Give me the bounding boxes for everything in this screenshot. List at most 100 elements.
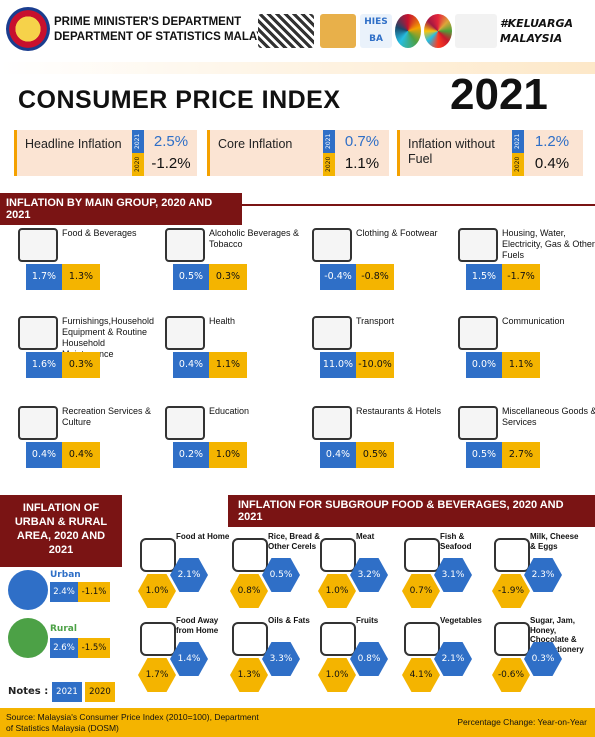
group-2020-value: 1.0% xyxy=(209,442,247,468)
group-2021-value: -0.4% xyxy=(320,264,356,290)
fuel-2021-value: 1.2% xyxy=(534,133,570,150)
group-label: Transport xyxy=(356,316,395,326)
group-2020-value: -1.7% xyxy=(502,264,540,290)
main-group-item: Education 0.2% 1.0% xyxy=(165,406,305,486)
main-group-item: Recreation Services & Culture 0.4% 0.4% xyxy=(18,406,158,486)
section-divider xyxy=(242,204,595,206)
popcorn-icon xyxy=(18,406,58,440)
social-media-icon xyxy=(455,14,497,48)
city-icon xyxy=(8,570,48,610)
subgroup-label: Food at Home xyxy=(176,532,230,541)
food-icon xyxy=(140,538,176,572)
food-icon xyxy=(140,622,176,656)
urban-row: Urban 2.4% -1.1% xyxy=(0,568,118,612)
main-group-section-title: INFLATION BY MAIN GROUP, 2020 AND 2021 xyxy=(0,193,242,225)
group-label: Housing, Water, Electricity, Gas & Other… xyxy=(502,228,595,260)
group-label: Communication xyxy=(502,316,565,326)
phone-icon xyxy=(458,316,498,350)
subgroup-2021-value: 1.4% xyxy=(170,642,208,676)
subgroup-label: Vegetables xyxy=(440,616,482,625)
group-2020-value: -0.8% xyxy=(356,264,394,290)
subgroup-label: Fruits xyxy=(356,616,379,625)
group-2021-value: 1.7% xyxy=(26,264,62,290)
headline-2021-value: 2.5% xyxy=(153,133,189,150)
book-icon xyxy=(165,406,205,440)
subgroup-2021-value: 3.2% xyxy=(350,558,388,592)
rural-2021-value: 2.6% xyxy=(50,638,78,658)
rural-row: Rural 2.6% -1.5% xyxy=(0,616,118,660)
food-icon xyxy=(232,622,268,656)
inflation-without-fuel-card: Inflation without Fuel 2021 2020 1.2% 0.… xyxy=(397,130,583,176)
group-2020-value: 1.3% xyxy=(62,264,100,290)
subgroup-2021-value: 3.3% xyxy=(262,642,300,676)
sdg-wheel-icon xyxy=(395,14,421,48)
house-icon xyxy=(458,228,498,262)
urban-2021-value: 2.4% xyxy=(50,582,78,602)
group-2020-value: 1.1% xyxy=(209,352,247,378)
headline-inflation-card: Headline Inflation 2021 2020 2.5% -1.2% xyxy=(14,130,197,176)
subgroup-2021-value: 0.5% xyxy=(262,558,300,592)
main-group-item: Transport 11.0% -10.0% xyxy=(312,316,452,396)
subgroup-2020-value: 1.0% xyxy=(318,658,356,692)
hies-logo: HIES BA xyxy=(360,14,392,48)
subgroup-2020-value: 1.0% xyxy=(138,574,176,608)
group-2021-value: 11.0% xyxy=(320,352,356,378)
core-inflation-label: Core Inflation xyxy=(218,137,293,151)
group-2021-value: 0.5% xyxy=(466,442,502,468)
main-group-item: Furnishings,Household Equipment & Routin… xyxy=(18,316,158,396)
percentage-change-note: Percentage Change: Year-on-Year xyxy=(457,717,587,727)
source-note: Source: Malaysia's Consumer Price Index … xyxy=(6,712,259,733)
area-section-title: INFLATION OF URBAN & RURAL AREA, 2020 AN… xyxy=(0,495,122,567)
subgroup-label: Meat xyxy=(356,532,375,541)
car-icon xyxy=(312,316,352,350)
subgroup-2020-value: -1.9% xyxy=(492,574,530,608)
sdg-icon xyxy=(424,14,452,48)
subgroup-2021-value: 0.8% xyxy=(350,642,388,676)
food-icon xyxy=(494,538,530,572)
food-icon xyxy=(320,538,356,572)
group-label: Health xyxy=(209,316,236,326)
group-label: Food & Beverages xyxy=(62,228,137,238)
group-2021-value: 1.5% xyxy=(466,264,502,290)
subgroup-label: Food Away from Home xyxy=(176,616,219,635)
group-2020-value: 0.5% xyxy=(356,442,394,468)
card-icon xyxy=(458,406,498,440)
subgroup-2020-value: 0.7% xyxy=(402,574,440,608)
food-icon xyxy=(404,538,440,572)
notes-label: Notes : xyxy=(8,686,49,697)
main-group-item: Health 0.4% 1.1% xyxy=(165,316,305,396)
legend-2020: 2020 xyxy=(85,682,115,702)
keluarga-malaysia-tag: #KELUARGA MALAYSIA xyxy=(500,17,574,45)
headline-2020-value: -1.2% xyxy=(151,155,191,172)
clothing-icon xyxy=(312,228,352,262)
main-group-item: Food & Beverages 1.7% 1.3% xyxy=(18,228,158,308)
group-2020-value: 0.4% xyxy=(62,442,100,468)
main-group-item: Miscellaneous Goods & Services 0.5% 2.7% xyxy=(458,406,595,486)
subgroup-2020-value: 1.3% xyxy=(230,658,268,692)
rural-label: Rural xyxy=(50,624,77,634)
subgroup-label: Milk, Cheese & Eggs xyxy=(530,532,579,551)
header: PRIME MINISTER'S DEPARTMENT DEPARTMENT O… xyxy=(0,0,595,62)
rural-2020-value: -1.5% xyxy=(78,638,110,658)
main-group-item: Alcoholic Beverages & Tobacco 0.5% 0.3% xyxy=(165,228,305,308)
food-icon xyxy=(320,622,356,656)
header-stripe xyxy=(0,62,595,74)
subgroup-2020-value: 4.1% xyxy=(402,658,440,692)
group-2020-value: 1.1% xyxy=(502,352,540,378)
inflation-without-fuel-label: Inflation without Fuel xyxy=(408,137,495,166)
page-title: CONSUMER PRICE INDEX xyxy=(18,86,341,114)
subgroup-2021-value: 2.1% xyxy=(434,642,472,676)
group-2020-value: 0.3% xyxy=(209,264,247,290)
group-2021-value: 0.2% xyxy=(173,442,209,468)
group-2021-value: 0.4% xyxy=(26,442,62,468)
urban-2020-value: -1.1% xyxy=(78,582,110,602)
group-label: Miscellaneous Goods & Services xyxy=(502,406,595,427)
main-group-item: Communication 0.0% 1.1% xyxy=(458,316,595,396)
subgroup-2021-value: 3.1% xyxy=(434,558,472,592)
sofa-icon xyxy=(18,316,58,350)
main-group-item: Clothing & Footwear -0.4% -0.8% xyxy=(312,228,452,308)
core-2020-value: 1.1% xyxy=(344,155,380,172)
core-inflation-card: Core Inflation 2021 2020 0.7% 1.1% xyxy=(207,130,389,176)
farm-icon xyxy=(8,618,48,658)
subgroup-label: Sugar, Jam, Honey, Chocolate & Confectio… xyxy=(530,616,584,654)
